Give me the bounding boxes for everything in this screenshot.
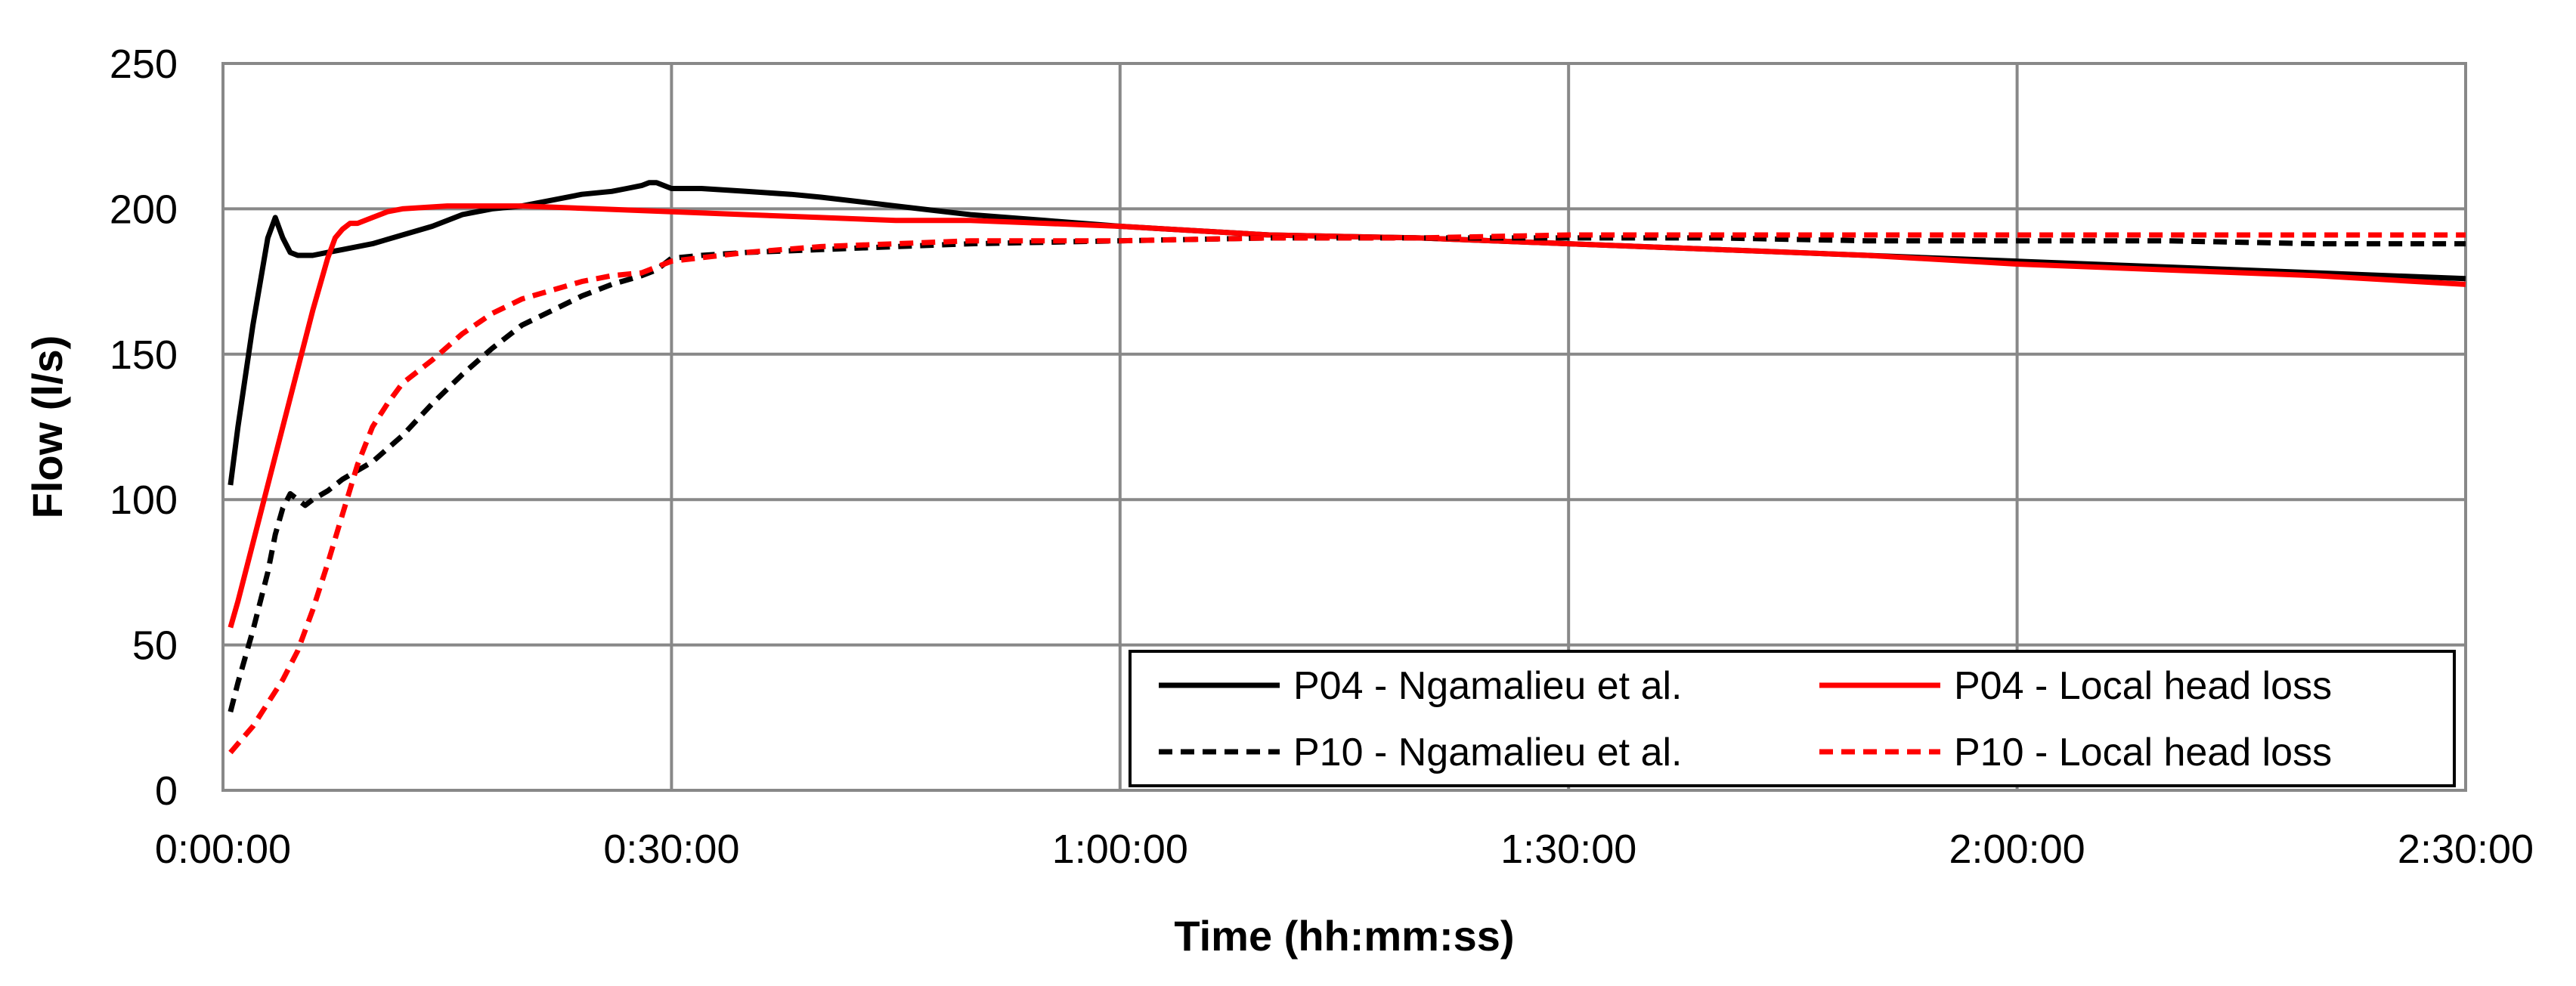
plot-area-frame xyxy=(221,62,2467,792)
series-line-2 xyxy=(228,203,2466,629)
y-axis-ticks: 0 50 100 150 200 250 xyxy=(110,42,178,814)
legend-label-4: P10 - Local head loss xyxy=(1954,731,2332,774)
x-tick-label: 0:00:00 xyxy=(155,827,291,872)
legend: P04 - Ngamalieu et al. P04 - Local head l… xyxy=(1129,650,2456,787)
x-axis-ticks: 0:00:00 0:30:00 1:00:00 1:30:00 2:00:00 2:30:… xyxy=(155,827,2534,872)
x-tick-label: 2:00:00 xyxy=(1949,827,2085,872)
legend-box xyxy=(1129,650,2456,787)
series-layer xyxy=(228,180,2466,755)
x-tick-label: 0:30:00 xyxy=(603,827,739,872)
series-line-4 xyxy=(228,232,2466,755)
y-tick-label: 100 xyxy=(110,478,178,523)
legend-label-2: P04 - Local head loss xyxy=(1954,664,2332,708)
x-tick-label: 1:00:00 xyxy=(1052,827,1188,872)
y-tick-label: 150 xyxy=(110,332,178,378)
legend-label-1: P04 - Ngamalieu et al. xyxy=(1293,664,1683,708)
x-tick-label: 2:30:00 xyxy=(2398,827,2534,872)
x-axis-title: Time (hh:mm:ss) xyxy=(1174,912,1514,960)
x-tick-label: 1:30:00 xyxy=(1500,827,1636,872)
legend-label-3: P10 - Ngamalieu et al. xyxy=(1293,731,1683,774)
y-tick-label: 50 xyxy=(132,623,178,669)
y-axis-title: Flow (l/s) xyxy=(23,335,71,519)
y-tick-label: 0 xyxy=(155,768,178,814)
y-tick-label: 200 xyxy=(110,187,178,232)
y-tick-label: 250 xyxy=(110,42,178,87)
